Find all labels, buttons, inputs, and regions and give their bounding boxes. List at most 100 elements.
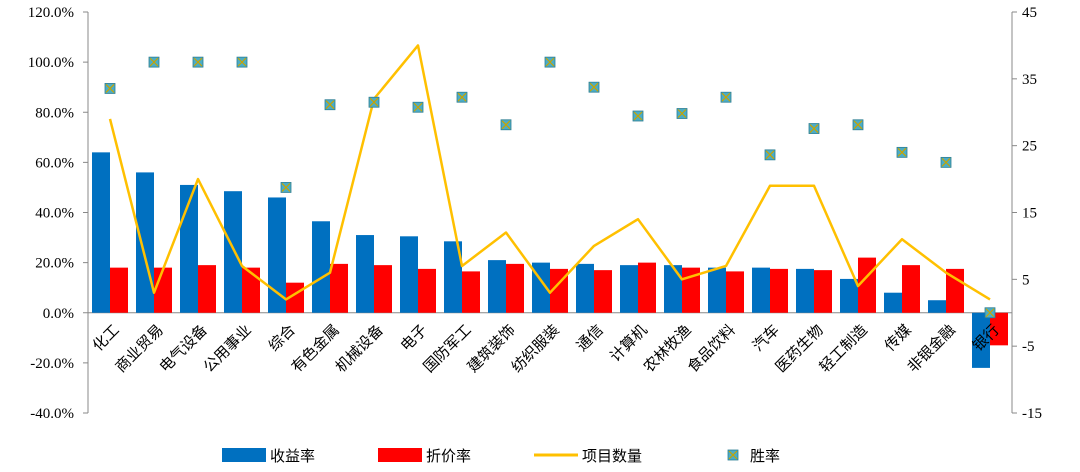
category-label: 电子	[397, 321, 431, 355]
win-rate-marker	[500, 119, 512, 131]
legend-label: 折价率	[426, 447, 471, 465]
discount-bar	[330, 263, 348, 313]
right-tick-label: 45	[1022, 5, 1037, 21]
legend-label: 胜率	[750, 447, 780, 465]
discount-bar	[638, 262, 656, 313]
left-tick-label: 40.0%	[35, 206, 74, 222]
left-tick-label: 60.0%	[35, 155, 74, 171]
win-rate-marker	[236, 56, 248, 68]
line-layer	[108, 44, 991, 301]
markers-layer	[104, 56, 996, 319]
category-label: 商业贸易	[112, 321, 167, 376]
discount-bar	[506, 263, 524, 313]
legend-item: 收益率	[222, 447, 315, 465]
left-tick-label: 80.0%	[35, 105, 74, 121]
win-rate-marker	[676, 108, 688, 119]
return-bar	[312, 221, 330, 313]
return-bar	[972, 312, 990, 368]
category-label: 电气设备	[156, 321, 211, 376]
legend-label: 项目数量	[582, 447, 642, 465]
right-tick-label: 5	[1022, 272, 1030, 288]
win-rate-marker	[940, 156, 952, 168]
return-bar	[136, 172, 154, 313]
discount-bar	[814, 270, 832, 313]
win-rate-marker	[148, 56, 160, 68]
return-bar	[884, 292, 902, 313]
category-label: 食品饮料	[684, 321, 739, 376]
category-label: 纺织服装	[508, 321, 563, 376]
category-label: 国防军工	[420, 321, 475, 376]
discount-bar	[154, 267, 172, 313]
win-rate-marker	[456, 91, 468, 103]
return-bar	[928, 300, 946, 313]
win-rate-marker	[632, 110, 644, 122]
discount-bar	[242, 267, 260, 313]
win-rate-marker	[808, 123, 820, 134]
left-tick-label: 100.0%	[28, 55, 74, 71]
left-tick-label: -20.0%	[30, 356, 74, 372]
win-rate-marker	[720, 91, 732, 103]
category-label: 建筑装饰	[464, 321, 519, 376]
return-bar	[92, 152, 110, 313]
win-rate-marker	[588, 81, 600, 93]
legend-swatch	[222, 448, 266, 462]
win-rate-marker	[896, 146, 908, 158]
right-tick-label: 35	[1022, 72, 1037, 88]
left-tick-label: 120.0%	[28, 5, 74, 21]
win-rate-marker	[324, 99, 336, 111]
discount-bar	[418, 268, 436, 313]
discount-bar	[770, 268, 788, 313]
category-label: 非银金融	[904, 321, 959, 376]
category-label: 有色金属	[288, 321, 343, 376]
legend-swatch	[378, 448, 422, 462]
discount-bar	[198, 265, 216, 313]
win-rate-marker	[280, 182, 292, 193]
category-label: 汽车	[749, 321, 783, 355]
category-label: 通信	[573, 321, 607, 355]
win-rate-marker	[852, 119, 864, 131]
right-tick-label: -15	[1022, 406, 1042, 422]
discount-bar	[374, 265, 392, 313]
discount-bar	[726, 271, 744, 313]
return-bar	[224, 191, 242, 313]
win-rate-marker	[764, 149, 776, 161]
axes: -40.0% -20.0% 0.0% 20.0% 40.0% 60.0% 80.0% 100.…	[28, 5, 1042, 422]
return-bar	[444, 241, 462, 313]
win-rate-marker	[104, 83, 116, 94]
right-tick-label: -5	[1022, 339, 1035, 355]
category-label: 机械设备	[332, 321, 387, 376]
category-label: 综合	[265, 321, 299, 355]
category-label: 医药生物	[772, 321, 827, 376]
win-rate-marker	[544, 56, 556, 68]
legend-item: 胜率	[727, 447, 780, 465]
discount-bar	[902, 265, 920, 313]
return-bar	[576, 263, 594, 313]
discount-bar	[594, 270, 612, 313]
return-bar	[664, 265, 682, 313]
win-rate-marker	[368, 96, 380, 108]
left-tick-label: -40.0%	[30, 406, 74, 422]
return-bar	[268, 197, 286, 313]
return-bar	[840, 278, 858, 313]
category-label: 传媒	[881, 321, 915, 355]
return-bar	[708, 267, 726, 313]
legend: 收益率 折价率 项目数量 胜率	[222, 447, 780, 465]
return-bar	[752, 267, 770, 313]
legend-item: 项目数量	[534, 447, 642, 465]
win-rate-marker	[984, 307, 996, 319]
win-rate-marker	[192, 56, 204, 68]
discount-bar	[110, 267, 128, 313]
discount-bar	[462, 271, 480, 313]
return-bar	[620, 265, 638, 313]
return-bar	[488, 260, 506, 313]
legend-label: 收益率	[270, 447, 315, 465]
category-label: 农林牧渔	[640, 321, 695, 376]
left-tick-label: 20.0%	[35, 256, 74, 272]
return-bar	[400, 236, 418, 313]
discount-bar	[858, 257, 876, 313]
category-label: 公用事业	[200, 321, 255, 376]
left-tick-label: 0.0%	[43, 306, 74, 322]
return-bar	[356, 235, 374, 313]
